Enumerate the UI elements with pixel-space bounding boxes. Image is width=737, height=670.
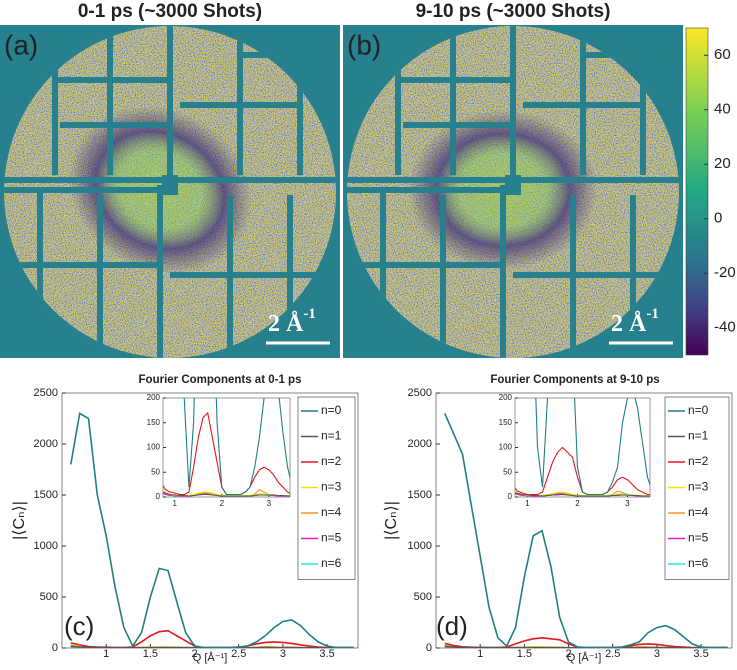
scale-bar-exponent: -1 (646, 306, 659, 322)
colorbar-tick-label: 60 (714, 46, 731, 63)
legend-label: n=1 (321, 429, 342, 443)
colorbar-tick-label: -40 (714, 319, 736, 336)
panel-title: 9-10 ps (~3000 Shots) (416, 1, 611, 22)
inset-y-tick-label: 50 (151, 467, 160, 476)
inset-series-line (515, 492, 650, 497)
x-tick-label: 2.5 (605, 648, 620, 660)
inset-y-tick-label: 50 (503, 467, 512, 476)
x-tick-label: 1.5 (517, 648, 532, 660)
legend-label: n=3 (321, 480, 342, 494)
inset-y-tick-label: 100 (147, 443, 161, 452)
y-axis-label: |⟨Cₙ⟩| (383, 501, 400, 540)
legend-label: n=0 (688, 403, 709, 417)
y-tick-label: 1000 (34, 540, 58, 552)
inset-y-tick-label: 150 (147, 418, 161, 427)
inset-series-line (163, 491, 290, 497)
colorbar-tick-label: 0 (714, 210, 722, 227)
x-tick-label: 1.5 (143, 648, 158, 660)
detector-image (0, 25, 340, 358)
y-tick-label: 2500 (34, 387, 58, 399)
x-tick-label: 1 (477, 648, 483, 660)
panel-label: (a) (4, 29, 38, 60)
x-tick-label: 3.5 (319, 648, 334, 660)
x-tick-label: 2 (191, 648, 197, 660)
inset-series-line (183, 398, 290, 496)
panel-label: (d) (436, 611, 468, 641)
legend-label: n=2 (688, 454, 709, 468)
scale-bar-label: 2 Å-1 (268, 306, 316, 336)
x-tick-label: 2.5 (231, 648, 246, 660)
beam-stop (505, 175, 521, 195)
detector-image (343, 25, 683, 358)
scale-bar-text: 2 Å (611, 311, 647, 337)
colorbar (685, 27, 709, 356)
x-axis-label: Q [Å⁻¹] (567, 651, 602, 664)
legend-label: n=5 (688, 531, 709, 545)
scale-bar-label: 2 Å-1 (611, 306, 659, 336)
y-tick-label: 2000 (408, 438, 432, 450)
beam-stop (162, 175, 178, 195)
y-tick-label: 500 (40, 591, 58, 603)
y-tick-label: 500 (414, 591, 432, 603)
inset-x-tick-label: 1 (173, 499, 178, 508)
inset-y-tick-label: 200 (147, 393, 161, 402)
y-tick-label: 2000 (34, 438, 58, 450)
x-tick-label: 3.5 (693, 648, 708, 660)
scale-bar-text: 2 Å (268, 311, 304, 337)
y-tick-label: 1500 (34, 489, 58, 501)
chart-title: Fourier Components at 0-1 ps (139, 374, 302, 386)
scale-bar-exponent: -1 (303, 306, 316, 322)
y-tick-label: 1000 (408, 540, 432, 552)
x-axis-label: Q [Å⁻¹] (193, 651, 228, 664)
legend-label: n=2 (321, 454, 342, 468)
panel-label: (c) (64, 611, 94, 641)
x-tick-label: 2 (565, 648, 571, 660)
legend-label: n=4 (688, 505, 709, 519)
inset-y-tick-label: 0 (156, 492, 161, 501)
legend-label: n=4 (321, 505, 342, 519)
legend-label: n=5 (321, 531, 342, 545)
y-tick-label: 0 (426, 642, 432, 654)
y-tick-label: 2500 (408, 387, 432, 399)
inset-x-tick-label: 1 (525, 499, 530, 508)
colorbar-tick-label: 40 (714, 101, 731, 118)
inset-y-tick-label: 200 (499, 393, 513, 402)
inset-y-tick-label: 150 (499, 418, 513, 427)
legend-label: n=6 (321, 556, 342, 570)
colorbar-tick-label: -20 (714, 264, 736, 281)
inset-area (162, 397, 291, 498)
chart-title: Fourier Components at 9-10 ps (490, 374, 659, 386)
colorbar-tick-label: 20 (714, 155, 731, 172)
panel-label: (b) (347, 29, 381, 60)
inset-x-tick-label: 2 (220, 499, 225, 508)
inset-y-tick-label: 0 (508, 492, 513, 501)
y-tick-label: 1500 (408, 489, 432, 501)
panel-title: 0-1 ps (~3000 Shots) (78, 1, 262, 22)
legend-label: n=1 (688, 429, 709, 443)
inset-y-tick-label: 100 (499, 443, 513, 452)
legend-label: n=0 (321, 403, 342, 417)
y-tick-label: 0 (52, 642, 58, 654)
inset-x-tick-label: 3 (267, 499, 272, 508)
x-tick-label: 3 (654, 648, 660, 660)
inset-x-tick-label: 2 (575, 499, 580, 508)
series-line (70, 412, 354, 648)
x-tick-label: 3 (280, 648, 286, 660)
y-axis-label: |⟨Cₙ⟩| (11, 501, 28, 540)
legend-label: n=3 (688, 480, 709, 494)
inset-series-line (535, 398, 650, 496)
inset-x-tick-label: 3 (625, 499, 630, 508)
series-line (444, 413, 728, 648)
legend-label: n=6 (688, 556, 709, 570)
x-tick-label: 1 (103, 648, 109, 660)
